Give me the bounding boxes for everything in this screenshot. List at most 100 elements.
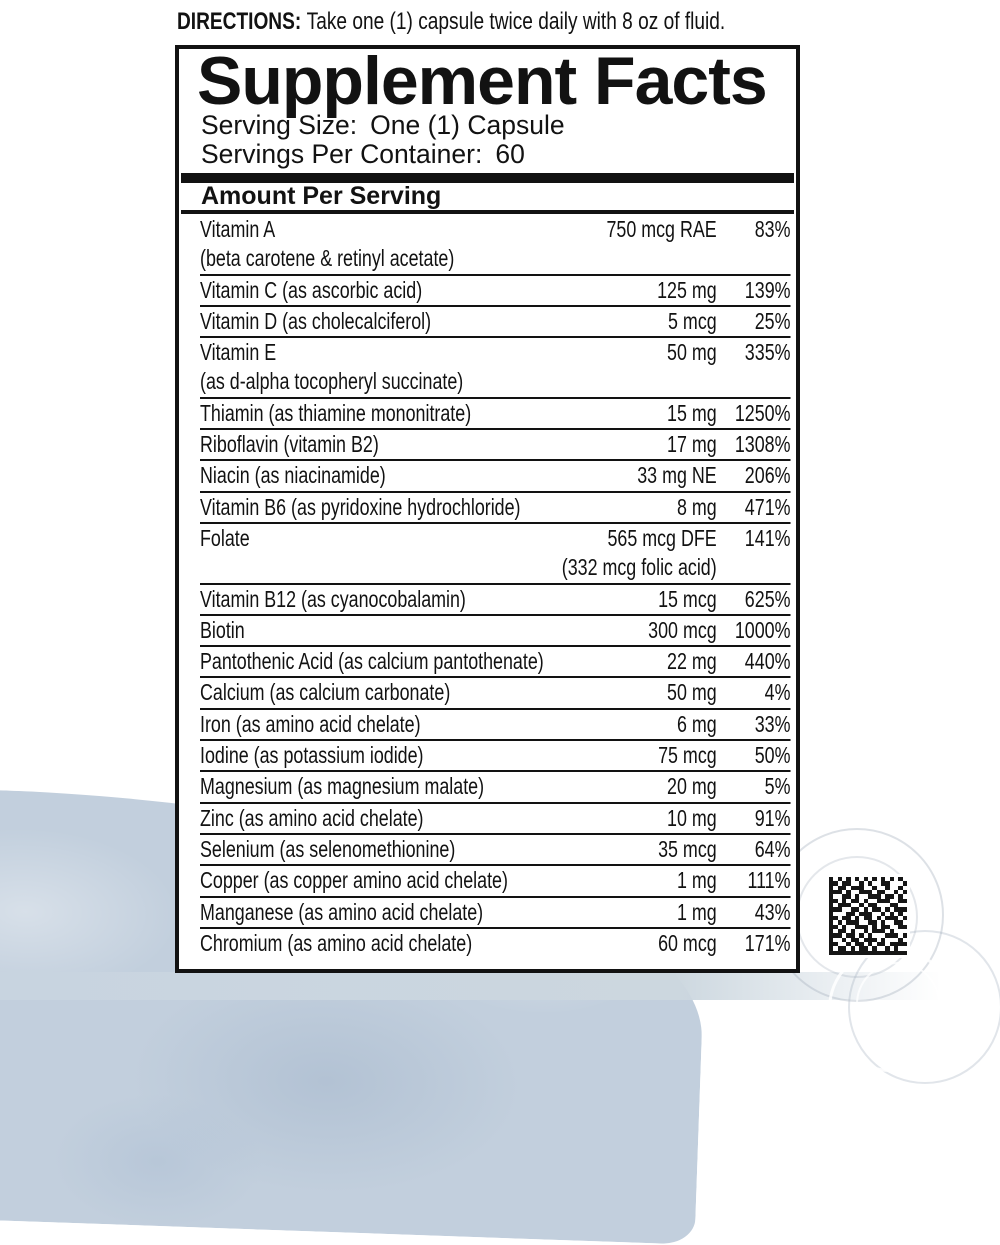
header-rule: [181, 210, 794, 214]
directions-text: Take one (1) capsule twice daily with 8 …: [306, 8, 726, 35]
nutrient-daily-value: 91%: [754, 804, 791, 831]
nutrient-daily-value: 4%: [764, 679, 791, 706]
nutrient-name: Thiamin (as thiamine mononitrate): [200, 399, 472, 426]
nutrient-name: Biotin: [200, 616, 245, 643]
nutrient-row: Vitamin A 750 mcg RAE 83% (beta carotene…: [200, 215, 791, 276]
servings-per-container-line: Servings Per Container: 60: [201, 138, 796, 169]
nutrient-daily-value: 50%: [754, 742, 791, 769]
nutrient-name: Riboflavin (vitamin B2): [200, 431, 379, 458]
nutrient-row: Vitamin C (as ascorbic acid) 125 mg 139%: [200, 276, 791, 307]
nutrient-name: Magnesium (as magnesium malate): [200, 773, 485, 800]
nutrient-amount: 1 mg: [676, 898, 717, 925]
nutrient-daily-value: 64%: [754, 835, 791, 862]
nutrient-name: Selenium (as selenomethionine): [200, 835, 456, 862]
nutrient-daily-value: 335%: [744, 339, 791, 366]
nutrient-row: Niacin (as niacinamide) 33 mg NE 206%: [200, 461, 791, 493]
nutrient-daily-value: 141%: [744, 524, 791, 551]
nutrient-row: Manganese (as amino acid chelate) 1 mg 4…: [200, 898, 791, 929]
serving-size-label: Serving Size:: [201, 110, 358, 140]
nutrient-row: Selenium (as selenomethionine) 35 mcg 64…: [200, 835, 791, 867]
nutrient-amount: 125 mg: [657, 276, 717, 303]
nutrient-name: Vitamin B6 (as pyridoxine hydrochloride): [200, 493, 521, 520]
nutrient-row: Iodine (as potassium iodide) 75 mcg 50%: [200, 741, 791, 773]
nutrient-amount: 50 mg: [667, 339, 717, 366]
nutrient-amount: 15 mcg: [658, 585, 717, 612]
nutrient-amount: 35 mcg: [658, 835, 717, 862]
nutrient-daily-value: 471%: [744, 493, 791, 520]
nutrient-row: Chromium (as amino acid chelate) 60 mcg …: [200, 929, 791, 958]
nutrient-row: Thiamin (as thiamine mononitrate) 15 mg …: [200, 399, 791, 431]
nutrient-row: Folate 565 mcg DFE 141% (332 mcg folic a…: [200, 524, 791, 585]
servings-per-container-value: 60: [495, 138, 525, 169]
nutrient-daily-value: 43%: [754, 898, 791, 925]
nutrient-daily-value: 111%: [747, 867, 791, 894]
nutrient-name: Niacin (as niacinamide): [200, 462, 386, 489]
nutrient-amount: 75 mcg: [658, 742, 717, 769]
nutrient-row: Magnesium (as magnesium malate) 20 mg 5%: [200, 772, 791, 804]
nutrient-name: Copper (as copper amino acid chelate): [200, 867, 508, 894]
data-matrix-barcode: [826, 874, 910, 958]
nutrient-daily-value: 5%: [764, 773, 791, 800]
nutrient-row: Biotin 300 mcg 1000%: [200, 616, 791, 648]
nutrient-row: Vitamin E 50 mg 335% (as d-alpha tocophe…: [200, 338, 791, 399]
nutrient-name: Pantothenic Acid (as calcium pantothenat…: [200, 648, 544, 675]
directions-line: DIRECTIONS: Take one (1) capsule twice da…: [177, 6, 801, 38]
nutrient-name: Vitamin D (as cholecalciferol): [200, 307, 432, 334]
nutrient-daily-value: 25%: [754, 307, 791, 334]
directions-label: DIRECTIONS:: [177, 8, 302, 35]
nutrient-name: Vitamin B12 (as cyanocobalamin): [200, 585, 466, 612]
nutrient-amount: 750 mcg RAE: [606, 216, 717, 242]
nutrient-daily-value: 440%: [744, 648, 791, 675]
nutrient-daily-value: 206%: [744, 462, 791, 489]
nutrient-row: Pantothenic Acid (as calcium pantothenat…: [200, 647, 791, 679]
nutrient-row: Vitamin B6 (as pyridoxine hydrochloride)…: [200, 493, 791, 524]
nutrient-name: Folate: [200, 524, 250, 551]
nutrient-row: Iron (as amino acid chelate) 6 mg 33%: [200, 710, 791, 742]
nutrient-row: Vitamin B12 (as cyanocobalamin) 15 mcg 6…: [200, 585, 791, 616]
nutrient-daily-value: 171%: [744, 929, 791, 956]
nutrient-subtext: (332 mcg folic acid): [561, 554, 717, 581]
nutrient-amount: 300 mcg: [648, 616, 717, 643]
nutrient-amount: 6 mg: [676, 710, 717, 737]
nutrient-amount: 20 mg: [667, 773, 717, 800]
nutrient-amount: 17 mg: [667, 431, 717, 458]
nutrient-amount: 565 mcg DFE: [607, 524, 717, 551]
nutrient-name: Vitamin C (as ascorbic acid): [200, 276, 423, 303]
nutrient-daily-value: 83%: [754, 216, 791, 242]
thick-divider-bar: [181, 173, 794, 183]
nutrient-row: Zinc (as amino acid chelate) 10 mg 91%: [200, 804, 791, 835]
nutrient-name: Vitamin A: [200, 216, 276, 242]
nutrient-row: Copper (as copper amino acid chelate) 1 …: [200, 866, 791, 898]
nutrient-name: Chromium (as amino acid chelate): [200, 929, 473, 956]
serving-size-value: One (1) Capsule: [370, 110, 565, 140]
nutrient-daily-value: 1250%: [734, 399, 791, 426]
servings-per-container-label: Servings Per Container:: [201, 138, 483, 169]
nutrient-amount: 50 mg: [667, 679, 717, 706]
swirl-arc-icon: [856, 962, 940, 1046]
facts-table: Vitamin A 750 mcg RAE 83% (beta carotene…: [200, 215, 791, 958]
nutrient-amount: 22 mg: [667, 648, 717, 675]
supplement-facts-panel: Supplement Facts Serving Size: One (1) Ca…: [175, 45, 800, 973]
nutrient-name: Calcium (as calcium carbonate): [200, 679, 451, 706]
nutrient-amount: 8 mg: [676, 493, 717, 520]
nutrient-amount: 1 mg: [676, 867, 717, 894]
barcode-grid: [829, 877, 907, 955]
nutrient-name: Zinc (as amino acid chelate): [200, 804, 424, 831]
nutrient-daily-value: 1308%: [734, 431, 791, 458]
nutrient-amount: 33 mg NE: [637, 462, 717, 489]
nutrient-daily-value: 33%: [754, 710, 791, 737]
nutrient-daily-value: 1000%: [734, 616, 791, 643]
serving-size-line: Serving Size: One (1) Capsule: [201, 111, 796, 140]
panel-title: Supplement Facts: [197, 43, 768, 119]
nutrient-subtext: (beta carotene & retinyl acetate): [200, 245, 455, 272]
nutrient-row: Riboflavin (vitamin B2) 17 mg 1308%: [200, 430, 791, 462]
amount-per-serving-header: Amount Per Serving: [201, 182, 442, 210]
nutrient-amount: 60 mcg: [658, 929, 717, 956]
nutrient-amount: 15 mg: [667, 399, 717, 426]
nutrient-name: Vitamin E: [200, 339, 277, 366]
nutrient-row: Calcium (as calcium carbonate) 50 mg 4%: [200, 678, 791, 710]
nutrient-name: Iron (as amino acid chelate): [200, 710, 421, 737]
nutrient-daily-value: 139%: [744, 276, 791, 303]
nutrient-amount: 5 mcg: [668, 307, 717, 334]
nutrient-amount: 10 mg: [667, 804, 717, 831]
